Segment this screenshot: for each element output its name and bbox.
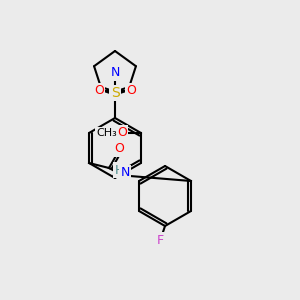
Text: O: O [94, 85, 104, 98]
Text: N: N [110, 67, 120, 80]
Text: O: O [114, 142, 124, 155]
Text: H: H [114, 164, 124, 176]
Text: CH₃: CH₃ [97, 128, 117, 138]
Text: F: F [157, 233, 164, 247]
Text: S: S [111, 86, 119, 100]
Text: O: O [126, 85, 136, 98]
Text: N: N [120, 167, 130, 179]
Text: O: O [117, 127, 127, 140]
